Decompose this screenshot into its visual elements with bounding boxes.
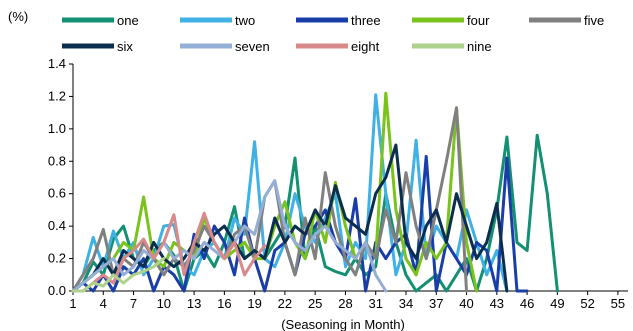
x-tick-label: 49	[550, 296, 564, 311]
y-tick-label: 0.8	[48, 153, 66, 168]
x-tick-label: 43	[490, 296, 504, 311]
x-axis-title: (Seasoning in Month)	[281, 317, 405, 331]
y-tick-label: 1.4	[48, 56, 66, 71]
legend-label-eight: eight	[351, 39, 380, 54]
y-tick-label: 0.4	[48, 218, 66, 233]
x-tick-label: 28	[338, 296, 352, 311]
x-tick-label: 4	[100, 296, 107, 311]
legend-label-one: one	[117, 13, 139, 28]
y-tick-label: 1.0	[48, 121, 66, 136]
legend-label-three: three	[351, 13, 381, 28]
y-tick-label: 0.0	[48, 283, 66, 298]
x-tick-label: 52	[580, 296, 594, 311]
x-tick-label: 13	[187, 296, 201, 311]
y-tick-label: 0.6	[48, 186, 66, 201]
legend-label-five: five	[584, 13, 604, 28]
y-tick-label: 1.2	[48, 88, 66, 103]
legend: one two three four five six seven eight nine	[62, 13, 604, 54]
legend-label-two: two	[235, 13, 255, 28]
x-tick-label: 1	[69, 296, 76, 311]
legend-label-six: six	[117, 39, 133, 54]
x-tick-label: 34	[399, 296, 413, 311]
series-line-eight	[71, 211, 267, 293]
y-unit-label: (%)	[8, 9, 28, 24]
x-tick-label: 55	[611, 296, 625, 311]
x-tick-label: 22	[278, 296, 292, 311]
x-tick-label: 31	[368, 296, 382, 311]
series-line-nine	[71, 257, 166, 293]
axes: 0.0 0.2 0.4 0.6 0.8 1.0 1.2 1.4 1 4 7 10 13 16 19 22 25 2…	[48, 56, 628, 311]
x-tick-label: 16	[217, 296, 231, 311]
legend-label-seven: seven	[235, 39, 270, 54]
x-tick-label: 10	[157, 296, 171, 311]
series-line-four	[71, 91, 479, 293]
series-lines	[71, 91, 559, 293]
legend-label-four: four	[467, 13, 490, 28]
x-tick-label: 19	[247, 296, 261, 311]
x-tick-label: 46	[520, 296, 534, 311]
legend-label-nine: nine	[467, 39, 492, 54]
x-tick-label: 40	[459, 296, 473, 311]
y-tick-label: 0.2	[48, 251, 66, 266]
x-tick-label: 7	[130, 296, 137, 311]
x-tick-label: 25	[308, 296, 322, 311]
x-tick-label: 37	[429, 296, 443, 311]
